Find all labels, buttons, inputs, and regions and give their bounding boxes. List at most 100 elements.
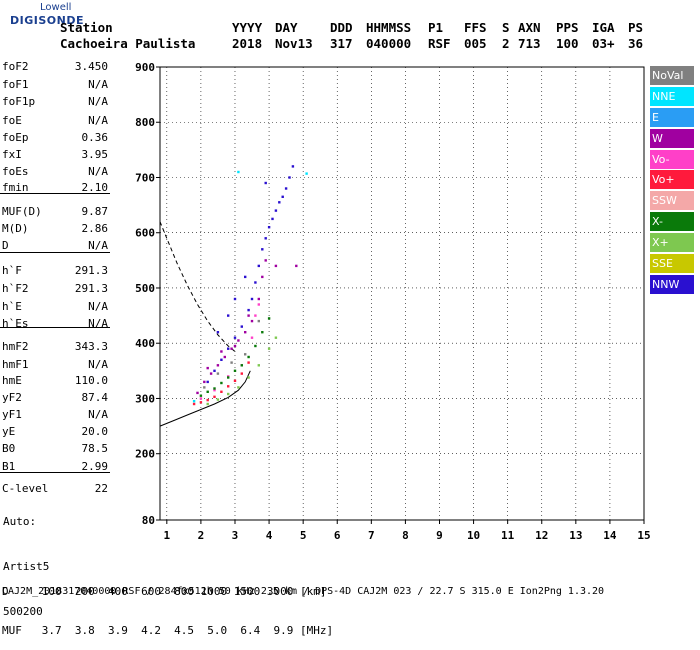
logo-lowell: Lowell: [40, 2, 72, 13]
row2-cell: 317: [330, 36, 353, 51]
param-key: yF2: [2, 391, 22, 404]
param-row: foE N/A: [2, 114, 108, 130]
echo-point-nnw: [261, 248, 264, 251]
x-tick-label: 2: [198, 529, 205, 542]
param-key: C-level: [2, 482, 49, 495]
row1-cell: Station: [60, 20, 113, 35]
param-row: foEp 0.36: [2, 131, 108, 147]
legend-item: NNE: [650, 86, 694, 106]
y-tick-label: 300: [135, 392, 155, 405]
echo-point-nne: [237, 170, 240, 174]
row2-cell: 2018: [232, 36, 263, 51]
row1-cell: DAY: [275, 20, 298, 35]
echo-point-nnw: [288, 176, 291, 179]
echo-point-x+: [257, 364, 260, 367]
param-key: B0: [2, 442, 16, 455]
echo-point-nne: [305, 172, 308, 175]
y-tick-label: 700: [135, 171, 155, 184]
echo-point-noval: [216, 372, 220, 375]
param-row: foF1 N/A: [2, 78, 108, 94]
y-tick-label: 900: [135, 61, 155, 74]
param-key: hmF1: [2, 358, 29, 371]
echo-point-vo-: [199, 397, 203, 400]
row1-cell: S: [502, 20, 510, 35]
param-row: yE 20.0: [2, 425, 108, 441]
echo-point-noval: [257, 319, 260, 323]
param-value: N/A: [88, 300, 108, 313]
echo-point-nnw: [244, 275, 247, 279]
param-separator: [0, 472, 110, 473]
auto-artist: Artist5: [3, 560, 50, 573]
echo-point-x-: [199, 394, 203, 397]
echo-point-nnw: [257, 264, 260, 268]
row2-cell: 03+: [592, 36, 615, 51]
echo-point-x-: [267, 317, 271, 320]
param-row: M(D) 2.86: [2, 222, 108, 238]
echo-point-w: [230, 347, 233, 350]
logo-digisonde: DIGISONDE: [10, 14, 84, 27]
param-key: foEs: [2, 165, 29, 178]
echo-point-vo+: [227, 385, 230, 388]
echo-point-vo-: [254, 314, 257, 317]
echo-point-vo-: [250, 336, 254, 339]
x-tick-label: 9: [436, 529, 443, 542]
echo-point-nnw: [250, 297, 254, 301]
echo-point-vo+: [199, 401, 203, 404]
param-row: h`F2 291.3: [2, 282, 108, 298]
echo-point-vo-: [257, 303, 260, 306]
param-row: MUF(D) 9.87: [2, 205, 108, 221]
legend-item: Vo+: [650, 170, 694, 190]
row1-cell: IGA: [592, 20, 615, 35]
echo-point-nnw: [240, 325, 243, 328]
echo-point-nnw: [206, 380, 209, 384]
x-tick-label: 3: [232, 529, 239, 542]
param-key: MUF(D): [2, 205, 42, 218]
echo-point-w: [196, 391, 199, 395]
param-row: h`Es N/A: [2, 317, 108, 333]
echo-point-x+: [227, 392, 230, 396]
y-tick-label: 800: [135, 116, 155, 129]
param-row: foEs N/A: [2, 165, 108, 181]
echo-point-nnw: [227, 347, 230, 350]
echo-point-nnw: [264, 181, 267, 185]
param-row: foF2 3.450: [2, 60, 108, 76]
echo-point-w: [223, 355, 226, 359]
echo-point-nne: [192, 400, 196, 403]
param-value: 2.10: [81, 181, 109, 194]
param-value: N/A: [88, 114, 108, 127]
echo-point-x+: [216, 398, 220, 401]
echo-point-x-: [213, 387, 216, 390]
param-key: hmF2: [2, 340, 29, 353]
param-key: h`Es: [2, 317, 29, 330]
echo-point-noval: [244, 353, 247, 356]
param-row: yF2 87.4: [2, 391, 108, 407]
echo-point-x-: [233, 369, 237, 372]
echo-point-nnw: [284, 187, 288, 190]
echo-point-vo+: [206, 398, 209, 402]
param-key: foE: [2, 114, 22, 127]
x-tick-label: 4: [266, 529, 273, 542]
echo-point-vo+: [233, 379, 237, 382]
extraordinary-profile-curve: [159, 221, 236, 352]
param-value: N/A: [88, 239, 108, 252]
x-tick-label: 15: [637, 529, 650, 542]
param-value: 9.87: [81, 205, 109, 218]
echo-point-vo+: [220, 390, 223, 393]
echo-point-x-: [247, 355, 250, 359]
echo-point-vo+: [247, 361, 250, 364]
legend-item: X+: [650, 233, 694, 253]
legend-item: NNW: [650, 274, 694, 294]
row1-cell: HHMMSS: [366, 20, 412, 35]
echo-point-w: [203, 380, 206, 384]
x-tick-label: 1: [164, 529, 171, 542]
param-key: hmE: [2, 374, 22, 387]
echo-point-vo-: [213, 389, 216, 392]
param-key: foEp: [2, 131, 29, 144]
echo-point-x-: [240, 364, 243, 367]
param-value: 2.99: [81, 460, 109, 473]
echo-point-w: [247, 314, 250, 317]
y-tick-label: 500: [135, 282, 155, 295]
muf-frequency-row: MUF 3.7 3.8 3.9 4.2 4.5 5.0 6.4 9.9 [MHz…: [2, 624, 334, 637]
param-value: 291.3: [74, 282, 108, 295]
echo-point-w: [220, 350, 223, 353]
